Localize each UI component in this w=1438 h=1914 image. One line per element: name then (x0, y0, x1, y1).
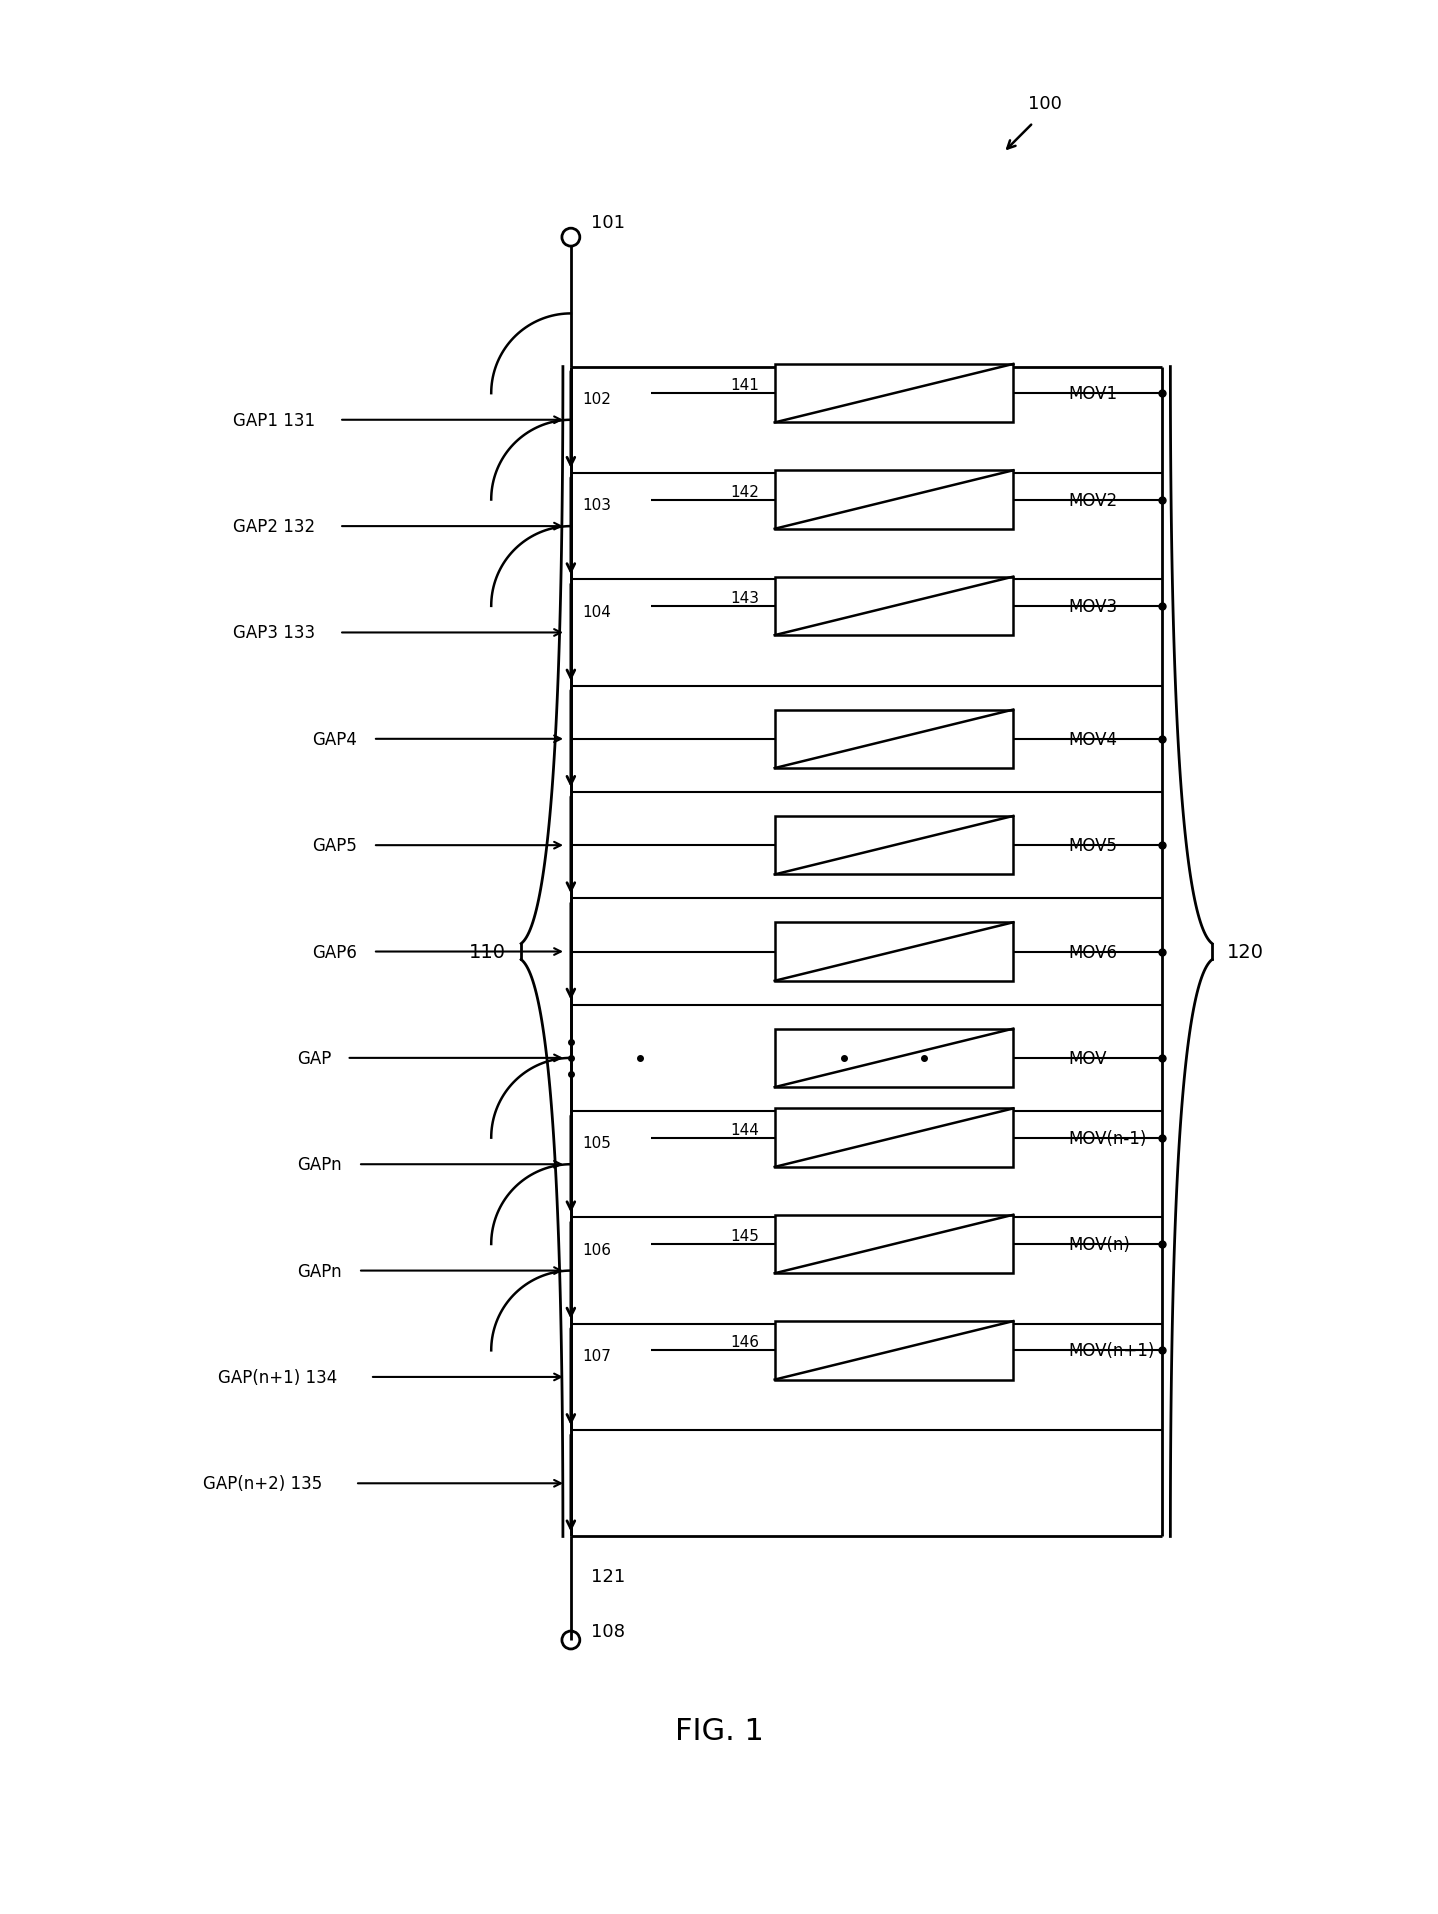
Text: GAP5: GAP5 (312, 836, 357, 856)
Text: 121: 121 (591, 1568, 626, 1585)
Text: MOV2: MOV2 (1068, 492, 1117, 509)
Text: 110: 110 (469, 942, 506, 961)
Text: 146: 146 (731, 1334, 759, 1349)
Text: 103: 103 (582, 498, 611, 513)
Text: 143: 143 (731, 591, 759, 605)
Bar (775, 366, 1014, 423)
Text: GAP2 132: GAP2 132 (233, 519, 315, 536)
Text: 141: 141 (731, 377, 759, 392)
Text: 145: 145 (731, 1229, 759, 1244)
Text: MOV5: MOV5 (1068, 836, 1117, 856)
Text: GAP: GAP (298, 1049, 332, 1068)
Text: 108: 108 (591, 1623, 624, 1640)
Text: GAP(n+2) 135: GAP(n+2) 135 (203, 1474, 322, 1493)
Text: FIG. 1: FIG. 1 (674, 1717, 764, 1746)
Text: MOV3: MOV3 (1068, 597, 1117, 616)
Text: 144: 144 (731, 1122, 759, 1137)
Bar (775, 1030, 1014, 1087)
Text: 107: 107 (582, 1349, 611, 1363)
Bar (775, 578, 1014, 635)
Text: 142: 142 (731, 484, 759, 500)
Text: 100: 100 (1028, 94, 1063, 113)
Text: MOV(n): MOV(n) (1068, 1235, 1130, 1254)
Text: MOV: MOV (1068, 1049, 1106, 1068)
Text: MOV(n+1): MOV(n+1) (1068, 1342, 1155, 1359)
Text: MOV4: MOV4 (1068, 731, 1117, 748)
Text: GAPn: GAPn (298, 1261, 342, 1280)
Text: GAP3 133: GAP3 133 (233, 624, 315, 641)
Bar (775, 1321, 1014, 1380)
Text: GAPn: GAPn (298, 1156, 342, 1173)
Text: MOV6: MOV6 (1068, 944, 1117, 961)
Bar (775, 817, 1014, 875)
Text: 105: 105 (582, 1135, 611, 1150)
Bar (775, 1215, 1014, 1273)
Text: GAP(n+1) 134: GAP(n+1) 134 (219, 1369, 336, 1386)
Text: MOV1: MOV1 (1068, 385, 1117, 404)
Text: GAP6: GAP6 (312, 944, 357, 961)
Bar (775, 1108, 1014, 1168)
Text: GAP4: GAP4 (312, 731, 357, 748)
Text: MOV(n-1): MOV(n-1) (1068, 1129, 1146, 1146)
Text: 101: 101 (591, 214, 624, 232)
Text: 104: 104 (582, 605, 611, 620)
Text: 106: 106 (582, 1242, 611, 1257)
Text: 120: 120 (1227, 942, 1264, 961)
Bar (775, 710, 1014, 769)
Text: 102: 102 (582, 392, 611, 408)
Bar (775, 471, 1014, 530)
Text: GAP1 131: GAP1 131 (233, 412, 315, 429)
Bar (775, 923, 1014, 982)
